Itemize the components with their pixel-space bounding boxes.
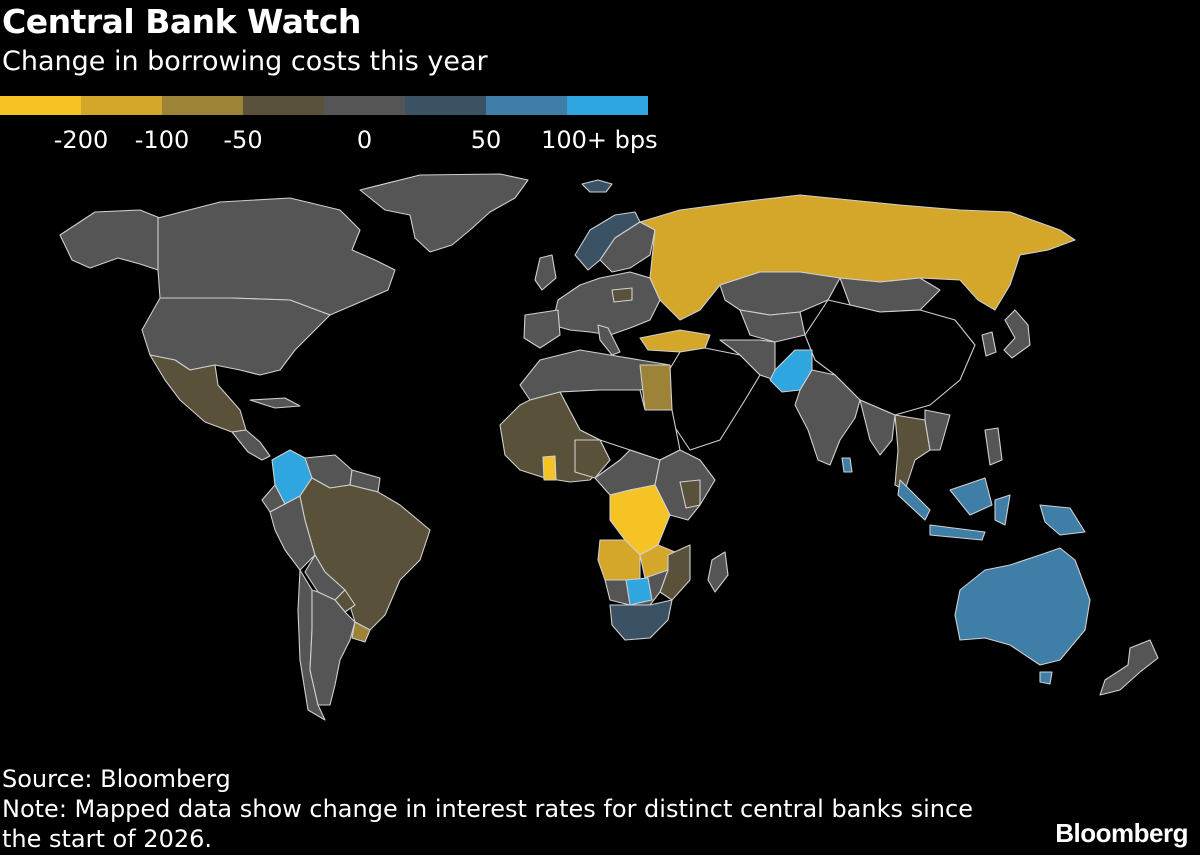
region-philippines: [984, 427, 1003, 466]
legend-label-4: 50: [470, 126, 502, 154]
footnote: Note: Mapped data show change in interes…: [2, 795, 973, 853]
region-new-zealand: [1099, 639, 1159, 696]
region-mexico: [149, 354, 247, 433]
region-uruguay: [351, 621, 371, 643]
region-myanmar: [859, 399, 896, 456]
region-nigeria: [574, 439, 611, 479]
region-iceland: [581, 179, 613, 193]
region-greenland: [359, 173, 529, 253]
region-java: [929, 524, 986, 541]
region-egypt: [639, 364, 673, 411]
legend-swatch-4: [324, 96, 405, 115]
legend-swatch-7: [567, 96, 648, 115]
legend-label-0: -200: [53, 126, 109, 154]
region-italy: [597, 324, 621, 356]
legend-swatch-1: [81, 96, 162, 115]
color-legend-bar: [0, 96, 648, 115]
legend-labels: -200 -100 -50 0 50 100+ bps: [0, 124, 700, 158]
region-ghana: [542, 455, 557, 481]
legend-label-5: 100+ bps: [541, 126, 658, 154]
region-alaska: [59, 209, 161, 271]
region-sri-lanka: [841, 457, 853, 473]
legend-swatch-6: [486, 96, 567, 115]
region-south-africa: [609, 599, 673, 641]
bloomberg-logo: Bloomberg: [1055, 818, 1188, 848]
region-thailand: [894, 414, 931, 491]
legend-label-3: 0: [356, 126, 373, 154]
region-australia: [954, 547, 1091, 666]
region-korea: [981, 331, 997, 357]
region-cuba: [249, 397, 301, 409]
region-central-america: [231, 429, 271, 461]
source-note: Source: Bloomberg: [2, 765, 231, 793]
region-vietnam: [924, 409, 951, 451]
region-central-asia: [739, 309, 806, 343]
legend-label-2: -50: [223, 126, 263, 154]
region-kazakhstan: [719, 271, 841, 316]
legend-label-1: -100: [134, 126, 190, 154]
region-poland: [611, 287, 633, 303]
region-sumatra: [897, 479, 931, 521]
legend-swatch-2: [162, 96, 243, 115]
region-russia: [639, 194, 1076, 321]
region-madagascar: [707, 551, 729, 593]
region-argentina: [309, 589, 356, 706]
region-ethiopia: [679, 479, 701, 509]
region-sulawesi: [994, 494, 1011, 526]
chart-title: Central Bank Watch: [2, 2, 361, 41]
legend-swatch-0: [0, 96, 81, 115]
region-uk: [534, 254, 557, 291]
region-tasmania: [1039, 671, 1053, 685]
legend-swatch-5: [405, 96, 486, 115]
world-map: [0, 160, 1200, 750]
region-india: [794, 369, 861, 466]
region-borneo: [949, 477, 993, 516]
region-botswana: [625, 577, 653, 606]
legend-swatch-3: [243, 96, 324, 115]
chart-subtitle: Change in borrowing costs this year: [2, 46, 488, 77]
region-new-guinea: [1039, 504, 1086, 536]
region-sweden-finland: [599, 221, 656, 273]
region-japan: [1003, 309, 1031, 359]
region-iberia: [523, 309, 561, 349]
region-europe: [551, 271, 661, 336]
